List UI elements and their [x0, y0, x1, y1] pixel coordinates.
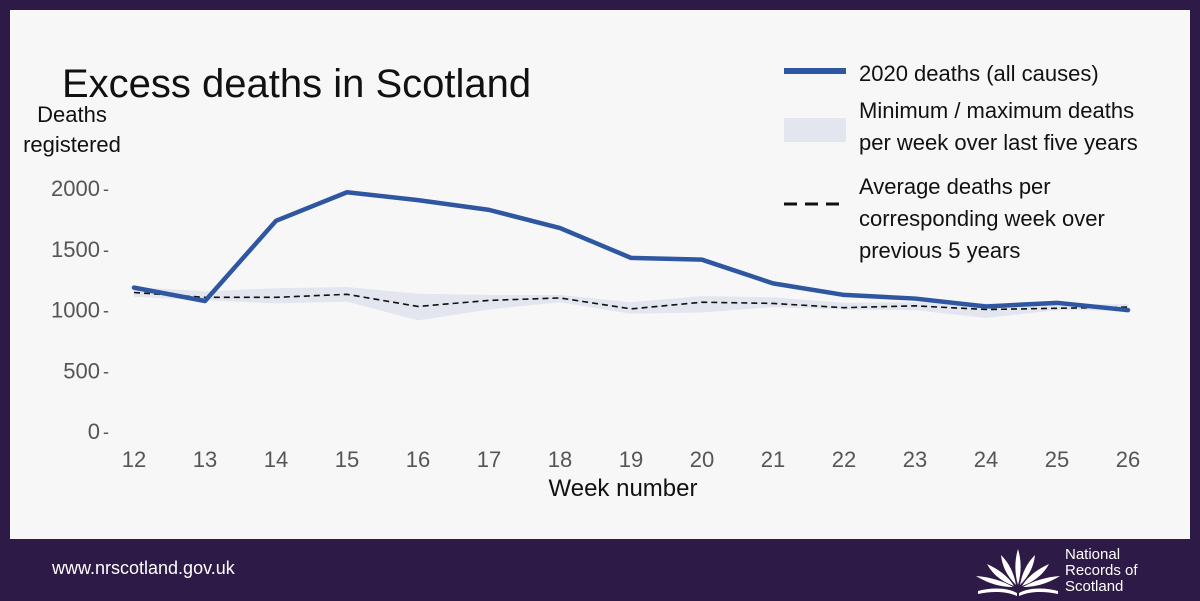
legend-label: corresponding week over	[859, 206, 1105, 231]
x-tick-label: 13	[193, 447, 217, 472]
x-tick-label: 17	[477, 447, 501, 472]
min-max-band	[134, 287, 1128, 321]
x-tick-label: 23	[903, 447, 927, 472]
y-axis-label: Deaths registered	[23, 102, 121, 157]
logo-line: Records of	[1065, 562, 1138, 579]
y-tick-mark: -	[103, 179, 109, 199]
website-link[interactable]: www.nrscotland.gov.uk	[52, 558, 235, 578]
chart-title: Excess deaths in Scotland	[62, 62, 531, 106]
excess-deaths-chart: Excess deaths in Scotland Deaths register…	[23, 61, 1140, 502]
y-tick-label: 2000	[51, 176, 100, 201]
logo-line: National	[1065, 546, 1121, 563]
average-line	[133, 291, 1129, 311]
y-axis-label-text: Deaths registered	[23, 102, 121, 157]
chart-panel: Excess deaths in Scotland Deaths register…	[10, 10, 1190, 539]
y-tick-mark: -	[103, 240, 109, 260]
footer: www.nrscotland.gov.uk National Records o…	[0, 540, 1200, 601]
legend-label: Average deaths per	[859, 174, 1051, 199]
deaths-2020-line	[131, 190, 1131, 313]
x-tick-label: 12	[122, 447, 146, 472]
y-tick-mark: -	[103, 301, 109, 321]
x-tick-label: 25	[1045, 447, 1069, 472]
legend-label: per week over last five years	[859, 130, 1138, 155]
x-tick-label: 15	[335, 447, 359, 472]
y-tick-label: 1500	[51, 237, 100, 262]
y-tick-label: 1000	[51, 298, 100, 323]
logo-line: Scotland	[1065, 578, 1124, 595]
legend-label: Minimum / maximum deaths	[859, 98, 1134, 123]
legend-swatch-2020	[784, 68, 846, 74]
x-tick-label: 21	[761, 447, 785, 472]
x-tick-label: 22	[832, 447, 856, 472]
average-line-path	[133, 291, 1129, 311]
nrs-logo-icon	[976, 549, 1060, 596]
nrs-logo-text: National Records of Scotland	[1065, 547, 1138, 595]
y-axis: 0 -500 -1000 -1500 -2000-	[51, 176, 109, 444]
legend-label: previous 5 years	[859, 238, 1020, 263]
legend-label: 2020 deaths (all causes)	[859, 61, 1099, 86]
x-tick-label: 16	[406, 447, 430, 472]
y-tick-mark: -	[103, 422, 109, 442]
y-tick-label: 500	[63, 358, 100, 383]
x-tick-label: 14	[264, 447, 288, 472]
legend: 2020 deaths (all causes) Minimum / maximu…	[784, 61, 1138, 263]
x-axis: 12 13 14 15 16 17 18 19 20 21 22 23 24 25 26	[122, 447, 1140, 472]
y-tick-mark: -	[103, 361, 109, 381]
y-tick-label: 0	[88, 419, 100, 444]
x-tick-label: 26	[1116, 447, 1140, 472]
x-tick-label: 19	[619, 447, 643, 472]
legend-swatch-band	[784, 118, 846, 142]
x-tick-label: 18	[548, 447, 572, 472]
x-axis-label: Week number	[549, 475, 698, 502]
min-max-band-area	[134, 287, 1128, 321]
x-tick-label: 20	[690, 447, 714, 472]
x-tick-label: 24	[974, 447, 998, 472]
